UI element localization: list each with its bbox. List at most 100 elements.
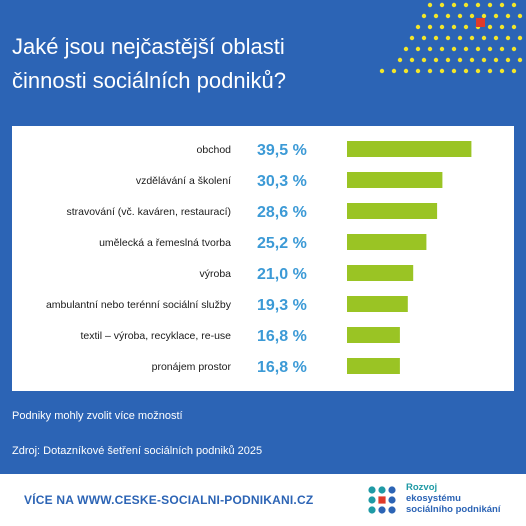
value-label: 16,8 % <box>257 328 307 345</box>
decorative-dot <box>433 13 439 19</box>
decorative-dot <box>475 2 481 8</box>
chart-panel: obchod 39,5 % vzdělávání a školení 30,3 % st… <box>12 126 514 391</box>
value-label: 25,2 % <box>257 235 307 252</box>
decorative-dot <box>505 35 511 41</box>
bar-chart: obchod 39,5 % vzdělávání a školení 30,3 % st… <box>46 141 472 376</box>
decorative-dot <box>499 68 505 74</box>
decorative-dot <box>427 2 433 8</box>
decorative-dot <box>469 13 475 19</box>
value-label: 16,8 % <box>257 359 307 376</box>
logo-text: Rozvoj ekosystému sociálního podnikání <box>406 482 500 515</box>
decorative-dot <box>403 46 409 52</box>
decorative-dot <box>493 57 499 63</box>
decorative-dot <box>451 68 457 74</box>
decorative-dot <box>475 68 481 74</box>
decorative-dot <box>457 13 463 19</box>
decorative-dot <box>445 13 451 19</box>
category-label: pronájem prostor <box>152 361 232 373</box>
decorative-dot <box>439 68 445 74</box>
source-note: Zdroj: Dotazníkové šetření sociálních po… <box>12 445 263 457</box>
note-multiple-choice: Podniky mohly zvolit více možností <box>12 410 183 422</box>
decorative-dot <box>433 57 439 63</box>
logo: Rozvoj ekosystému sociálního podnikání <box>366 482 516 520</box>
title-line-2: činnosti sociálních podniků? <box>12 68 286 93</box>
decorative-dot <box>511 68 517 74</box>
decorative-dot <box>481 35 487 41</box>
decorative-dot <box>415 24 421 30</box>
decorative-red-square <box>476 18 485 27</box>
decorative-dot <box>445 57 451 63</box>
decorative-dot <box>391 68 397 74</box>
bar <box>347 265 414 281</box>
logo-line-1: Rozvoj <box>406 482 438 493</box>
category-label: stravování (vč. kaváren, restaurací) <box>66 206 231 218</box>
category-label: obchod <box>197 144 232 156</box>
decorative-dot <box>469 35 475 41</box>
bar <box>347 327 400 343</box>
decorative-dot <box>499 2 505 8</box>
decorative-dot <box>463 2 469 8</box>
decorative-dot <box>511 2 517 8</box>
website-link[interactable]: VÍCE NA WWW.CESKE-SOCIALNI-PODNIKANI.CZ <box>24 493 314 507</box>
decorative-dot <box>469 57 475 63</box>
bar <box>347 172 443 188</box>
decorative-dot <box>487 24 493 30</box>
decorative-dot <box>463 46 469 52</box>
bar <box>347 203 438 219</box>
decorative-dot <box>421 57 427 63</box>
decorative-dot <box>403 68 409 74</box>
category-label: výroba <box>199 268 231 280</box>
decorative-dot <box>511 24 517 30</box>
decorative-dot <box>409 35 415 41</box>
decorative-dot <box>415 68 421 74</box>
page-title: Jaké jsou nejčastější oblasti činnosti s… <box>12 30 392 98</box>
decorative-dot <box>439 46 445 52</box>
value-label: 30,3 % <box>257 173 307 190</box>
decorative-dot <box>415 46 421 52</box>
decorative-dot <box>451 24 457 30</box>
decorative-dot <box>421 13 427 19</box>
logo-line-3: sociálního podnikání <box>406 504 501 515</box>
decorative-dot <box>445 35 451 41</box>
category-label: textil – výroba, recyklace, re-use <box>80 330 231 342</box>
decorative-dot <box>499 24 505 30</box>
decorative-dot <box>505 57 511 63</box>
decorative-dot <box>439 24 445 30</box>
decorative-dot <box>493 35 499 41</box>
decorative-dot <box>457 35 463 41</box>
decorative-dot <box>475 46 481 52</box>
decorative-dot <box>379 68 385 74</box>
decorative-dot <box>481 57 487 63</box>
decorative-dot <box>517 57 523 63</box>
decorative-dot <box>493 13 499 19</box>
footer: VÍCE NA WWW.CESKE-SOCIALNI-PODNIKANI.CZ … <box>0 474 526 526</box>
decorative-dot-pattern <box>379 2 523 74</box>
decorative-dot <box>463 68 469 74</box>
logo-line-2: ekosystému <box>406 493 461 504</box>
value-label: 28,6 % <box>257 204 307 221</box>
decorative-dot <box>439 2 445 8</box>
bar <box>347 296 408 312</box>
decorative-dot <box>433 35 439 41</box>
decorative-dot <box>517 13 523 19</box>
decorative-dot <box>499 46 505 52</box>
bar <box>347 358 400 374</box>
value-label: 21,0 % <box>257 266 307 283</box>
decorative-dot <box>511 46 517 52</box>
decorative-dot <box>505 13 511 19</box>
decorative-dot <box>397 57 403 63</box>
title-line-1: Jaké jsou nejčastější oblasti <box>12 34 285 59</box>
decorative-dot <box>427 68 433 74</box>
bar <box>347 234 427 250</box>
decorative-dot <box>409 57 415 63</box>
decorative-dot <box>451 2 457 8</box>
decorative-dot <box>481 13 487 19</box>
category-label: ambulantní nebo terénní sociální služby <box>46 299 232 311</box>
decorative-dot <box>487 46 493 52</box>
value-label: 19,3 % <box>257 297 307 314</box>
category-label: umělecká a řemeslná tvorba <box>99 237 231 249</box>
value-label: 39,5 % <box>257 142 307 159</box>
decorative-dot <box>463 24 469 30</box>
decorative-dot <box>487 68 493 74</box>
